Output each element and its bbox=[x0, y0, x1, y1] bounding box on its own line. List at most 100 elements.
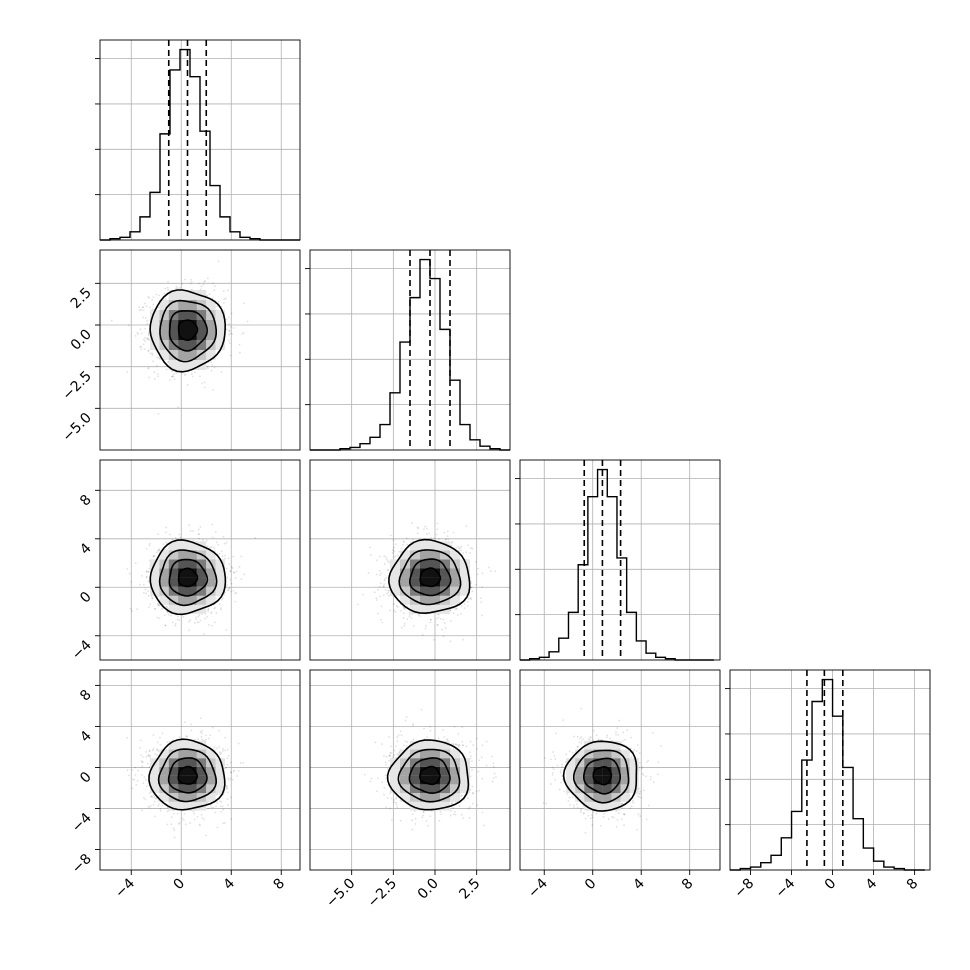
sample-point bbox=[201, 730, 204, 732]
sample-point bbox=[222, 535, 225, 538]
sample-point bbox=[460, 613, 463, 615]
density-cell bbox=[159, 350, 169, 360]
sample-point bbox=[479, 597, 482, 600]
sample-point bbox=[402, 607, 405, 610]
sample-point bbox=[131, 610, 133, 612]
sample-point bbox=[144, 316, 147, 319]
sample-point bbox=[147, 366, 150, 369]
sample-point bbox=[225, 318, 228, 321]
sample-point bbox=[232, 770, 235, 773]
sample-point bbox=[219, 607, 222, 609]
sample-point bbox=[469, 552, 471, 554]
sample-point bbox=[126, 371, 129, 374]
density-cell bbox=[196, 568, 207, 578]
sample-point bbox=[166, 286, 169, 289]
contour-level-2 bbox=[398, 549, 462, 606]
density-cell bbox=[187, 559, 197, 569]
sample-point bbox=[157, 800, 160, 802]
sample-point bbox=[463, 603, 466, 606]
sample-point bbox=[148, 542, 151, 545]
sample-point bbox=[190, 373, 193, 375]
sample-point bbox=[170, 823, 173, 826]
sample-point bbox=[462, 638, 464, 641]
sample-point bbox=[157, 533, 160, 536]
sample-point bbox=[167, 361, 169, 364]
sample-point bbox=[223, 822, 226, 824]
sample-point bbox=[231, 567, 234, 570]
sample-point bbox=[449, 619, 452, 622]
sample-point bbox=[152, 303, 155, 306]
sample-point bbox=[433, 537, 436, 540]
sample-point bbox=[174, 536, 177, 539]
sample-point bbox=[226, 748, 229, 751]
sample-point bbox=[139, 346, 142, 349]
density-cell bbox=[450, 586, 460, 596]
sample-point bbox=[444, 627, 447, 630]
histogram-3 bbox=[730, 678, 925, 871]
sample-point bbox=[465, 551, 468, 554]
sample-point bbox=[235, 570, 238, 573]
density-cell bbox=[178, 360, 188, 370]
sample-point bbox=[157, 602, 160, 605]
sample-point bbox=[190, 278, 193, 281]
density-cell bbox=[420, 541, 430, 551]
density-cell bbox=[206, 586, 216, 596]
sample-point bbox=[400, 609, 402, 612]
sample-point bbox=[405, 537, 408, 540]
sample-point bbox=[148, 606, 150, 609]
sample-point bbox=[375, 597, 378, 600]
density-cell bbox=[430, 559, 440, 569]
sample-point bbox=[211, 364, 214, 367]
sample-point bbox=[210, 546, 213, 549]
contour-level-1 bbox=[408, 558, 452, 597]
sample-point bbox=[170, 816, 173, 819]
sample-point bbox=[466, 605, 469, 607]
sample-point bbox=[148, 567, 151, 570]
sample-point bbox=[418, 615, 421, 617]
sample-point bbox=[416, 526, 419, 529]
sample-point bbox=[182, 615, 185, 618]
sample-point bbox=[210, 624, 213, 627]
density-cell bbox=[420, 586, 430, 596]
sample-point bbox=[151, 749, 154, 752]
sample-point bbox=[376, 599, 378, 601]
sample-point bbox=[398, 550, 401, 553]
density-cell bbox=[206, 550, 216, 560]
density-cell bbox=[178, 290, 188, 300]
sample-point bbox=[246, 320, 249, 323]
sample-point bbox=[220, 608, 223, 611]
sample-point bbox=[173, 378, 176, 381]
sample-point bbox=[172, 812, 175, 815]
sample-point bbox=[435, 617, 438, 620]
sample-point bbox=[490, 570, 492, 572]
sample-point bbox=[205, 539, 208, 542]
density-cell bbox=[440, 550, 450, 560]
sample-point bbox=[140, 348, 143, 351]
sample-point bbox=[228, 587, 231, 589]
sample-point bbox=[152, 555, 155, 558]
sample-point bbox=[213, 285, 216, 288]
sample-point bbox=[176, 618, 179, 621]
density-cell bbox=[187, 595, 197, 605]
sample-point bbox=[393, 550, 396, 552]
contour-level-2 bbox=[159, 299, 217, 363]
sample-point bbox=[471, 590, 474, 593]
sample-point bbox=[220, 371, 223, 373]
density-cell bbox=[400, 577, 410, 587]
sample-point bbox=[218, 751, 221, 753]
sample-point bbox=[206, 295, 209, 297]
sample-point bbox=[222, 822, 225, 825]
sample-point bbox=[136, 779, 139, 782]
sample-point bbox=[147, 296, 150, 298]
sample-point bbox=[379, 595, 381, 598]
contour-level-3 bbox=[149, 539, 227, 616]
sample-point bbox=[254, 537, 257, 539]
sample-point bbox=[494, 570, 497, 573]
sample-point bbox=[447, 538, 450, 541]
density-cell bbox=[215, 320, 225, 330]
sample-point bbox=[155, 293, 158, 296]
sample-point bbox=[164, 287, 167, 290]
sample-point bbox=[190, 729, 193, 732]
density-cell bbox=[187, 568, 197, 578]
